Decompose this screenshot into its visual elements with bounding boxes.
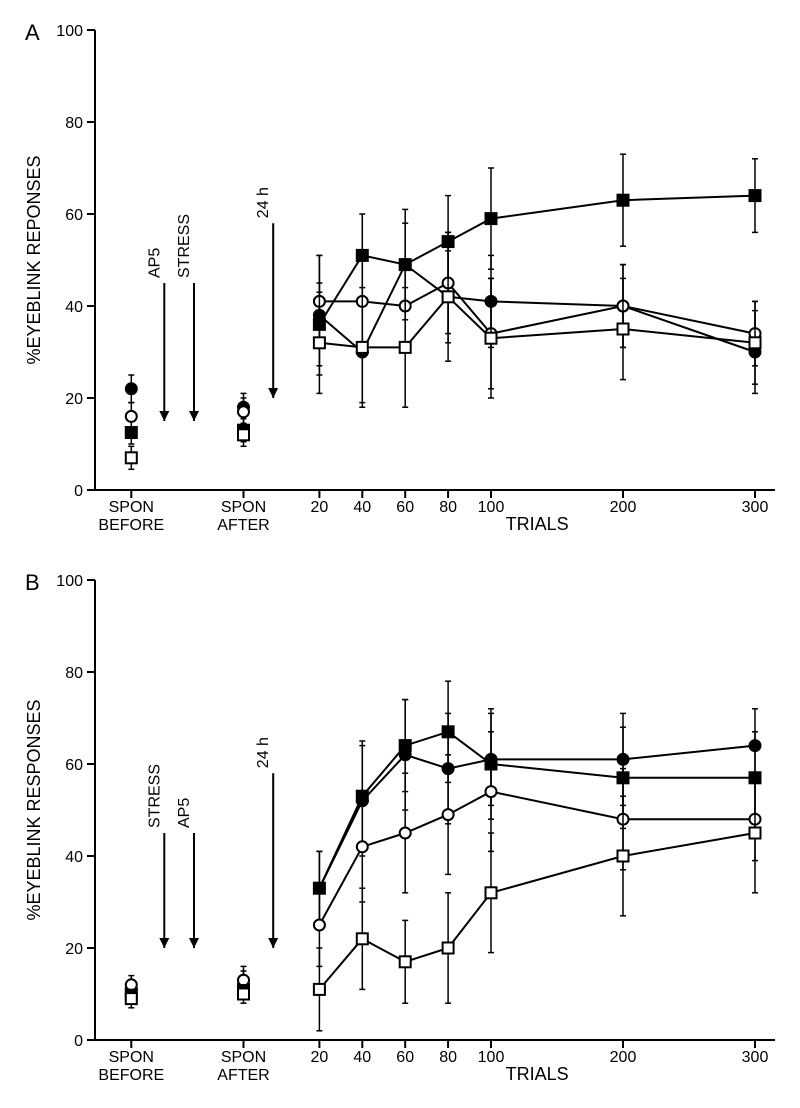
marker-open_square [314, 984, 325, 995]
marker-open_square [618, 851, 629, 862]
figure-svg: 020406080100SPONBEFORESPONAFTER204060801… [0, 0, 800, 1108]
marker-open_circle [486, 786, 497, 797]
marker-filled_square [400, 740, 411, 751]
series-line [319, 732, 755, 888]
panel-label-A: A [25, 20, 40, 45]
svg-text:100: 100 [56, 23, 83, 40]
y-axis-label: %EYEBLINK REPONSES [24, 155, 44, 364]
svg-text:60: 60 [65, 757, 83, 774]
annotation-label: STRESS [176, 214, 193, 278]
marker-open_circle [357, 841, 368, 852]
svg-text:300: 300 [742, 1049, 769, 1066]
marker-open_square [126, 993, 137, 1004]
marker-open_square [126, 452, 137, 463]
marker-open_circle [314, 920, 325, 931]
svg-text:100: 100 [478, 1049, 505, 1066]
svg-text:60: 60 [65, 207, 83, 224]
marker-open_square [400, 956, 411, 967]
svg-text:80: 80 [65, 665, 83, 682]
svg-text:AFTER: AFTER [217, 1067, 269, 1084]
marker-open_square [443, 291, 454, 302]
marker-open_circle [238, 406, 249, 417]
svg-text:SPON: SPON [109, 499, 154, 516]
annotation-label: AP5 [176, 798, 193, 828]
svg-text:80: 80 [65, 115, 83, 132]
panel-label-B: B [25, 570, 40, 595]
svg-text:SPON: SPON [109, 1049, 154, 1066]
svg-text:40: 40 [353, 1049, 371, 1066]
marker-open_square [238, 989, 249, 1000]
marker-filled_square [750, 190, 761, 201]
svg-text:TRIALS: TRIALS [506, 514, 569, 534]
marker-open_square [314, 337, 325, 348]
series-line [319, 792, 755, 925]
svg-text:40: 40 [65, 849, 83, 866]
svg-text:BEFORE: BEFORE [98, 517, 164, 534]
marker-open_circle [443, 809, 454, 820]
svg-text:200: 200 [610, 1049, 637, 1066]
marker-filled_circle [126, 383, 137, 394]
marker-open_square [750, 337, 761, 348]
svg-text:20: 20 [65, 941, 83, 958]
svg-text:AFTER: AFTER [217, 517, 269, 534]
annotation-label: STRESS [146, 764, 163, 828]
svg-text:60: 60 [396, 499, 414, 516]
svg-text:80: 80 [439, 1049, 457, 1066]
marker-open_square [238, 429, 249, 440]
marker-open_square [443, 943, 454, 954]
panel-B: 020406080100SPONBEFORESPONAFTER204060801… [24, 570, 775, 1084]
marker-open_square [750, 828, 761, 839]
marker-filled_square [486, 213, 497, 224]
annotation-label: AP5 [146, 248, 163, 278]
svg-text:20: 20 [65, 391, 83, 408]
marker-open_square [486, 333, 497, 344]
series-line [319, 746, 755, 889]
series-line [319, 833, 755, 989]
marker-open_square [486, 887, 497, 898]
svg-text:200: 200 [610, 499, 637, 516]
svg-text:TRIALS: TRIALS [506, 1064, 569, 1084]
svg-text:0: 0 [74, 483, 83, 500]
svg-text:60: 60 [396, 1049, 414, 1066]
svg-text:20: 20 [311, 499, 329, 516]
svg-text:300: 300 [742, 499, 769, 516]
marker-open_square [618, 324, 629, 335]
svg-text:100: 100 [478, 499, 505, 516]
svg-text:BEFORE: BEFORE [98, 1067, 164, 1084]
marker-filled_square [443, 726, 454, 737]
y-axis-label: %EYEBLINK RESPONSES [24, 699, 44, 920]
marker-open_circle [126, 979, 137, 990]
series-line [319, 265, 755, 352]
svg-text:40: 40 [353, 499, 371, 516]
marker-filled_square [618, 195, 629, 206]
svg-text:SPON: SPON [221, 499, 266, 516]
marker-open_circle [400, 828, 411, 839]
annotation-label: 24 h [255, 737, 272, 768]
svg-text:20: 20 [311, 1049, 329, 1066]
svg-text:SPON: SPON [221, 1049, 266, 1066]
annotation-label: 24 h [255, 187, 272, 218]
svg-text:80: 80 [439, 499, 457, 516]
svg-text:40: 40 [65, 299, 83, 316]
marker-open_circle [126, 411, 137, 422]
svg-text:100: 100 [56, 573, 83, 590]
marker-open_square [400, 342, 411, 353]
panel-A: 020406080100SPONBEFORESPONAFTER204060801… [24, 20, 775, 534]
marker-open_square [357, 342, 368, 353]
svg-text:0: 0 [74, 1033, 83, 1050]
marker-open_square [357, 933, 368, 944]
